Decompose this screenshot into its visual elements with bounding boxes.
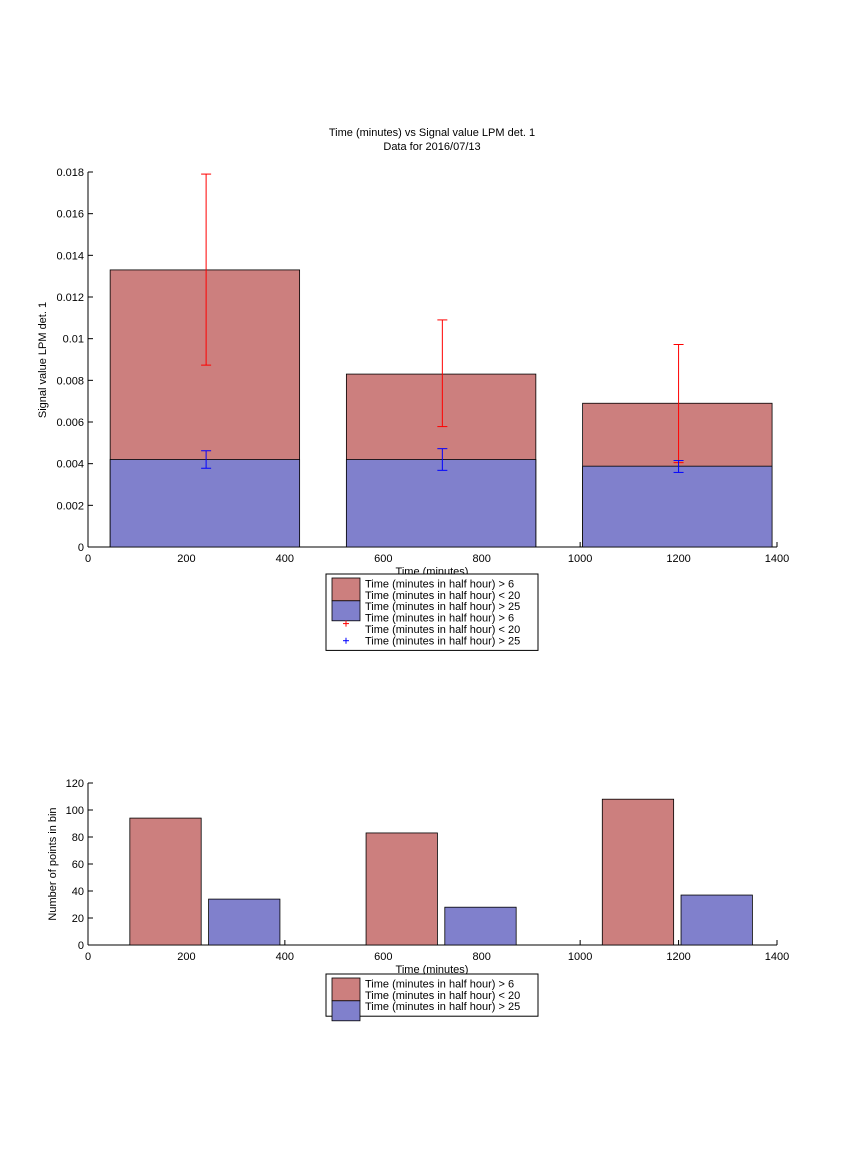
x-tick-label: 800 [473, 951, 491, 963]
legend-label: Time (minutes in half hour) > 6 [365, 978, 514, 990]
bar-blue [582, 465, 773, 548]
bottom-y-axis-label: Number of points in bin [47, 807, 59, 920]
legend-label: Time (minutes in half hour) > 6 [365, 578, 514, 590]
x-tick-label: 1400 [765, 553, 789, 565]
count-bar-red [601, 798, 675, 946]
legend-label: Time (minutes in half hour) < 20 [365, 624, 520, 636]
y-tick-label: 0 [78, 940, 84, 952]
y-tick-label: 0.012 [56, 292, 84, 304]
x-tick-label: 0 [85, 553, 91, 565]
x-tick-label: 1000 [568, 951, 592, 963]
y-tick-label: 20 [72, 913, 84, 925]
legend-label: Time (minutes in half hour) < 20 [365, 590, 520, 602]
y-tick-label: 0 [78, 542, 84, 554]
legend-blue-swatch [331, 1000, 361, 1022]
legend-label: Time (minutes in half hour) > 25 [365, 601, 520, 613]
chart-subtitle: Data for 2016/07/13 [383, 141, 480, 153]
x-tick-label: 1200 [666, 951, 690, 963]
x-tick-label: 200 [177, 951, 195, 963]
x-tick-label: 0 [85, 951, 91, 963]
top-plot: 0 200 400 600 800 1000 1200 1400 0 0.002 0.004 0.00… [56, 167, 789, 651]
y-tick-label: 60 [72, 859, 84, 871]
legend-label: Time (minutes in half hour) < 20 [365, 990, 520, 1002]
x-tick-label: 600 [374, 553, 392, 565]
count-bar-blue [444, 906, 517, 946]
legend-blue-swatch [331, 600, 361, 622]
x-tick-label: 1200 [666, 553, 690, 565]
bottom-plot: 0 200 400 600 800 1000 1200 1400 0 20 40 60 80 100 120… [66, 778, 789, 1022]
y-tick-label: 0.006 [56, 417, 84, 429]
bar-blue [345, 459, 537, 548]
y-tick-label: 40 [72, 886, 84, 898]
legend-red-swatch [331, 977, 361, 1002]
y-tick-label: 0.002 [56, 500, 84, 512]
y-tick-label: 120 [66, 778, 84, 790]
y-tick-label: 0.014 [56, 250, 84, 262]
count-bar-red [129, 817, 202, 946]
legend-label: Time (minutes in half hour) > 25 [365, 635, 520, 647]
y-tick-label: 0.004 [56, 459, 84, 471]
count-bar-blue [208, 898, 281, 946]
x-tick-label: 400 [276, 951, 294, 963]
top-y-axis-label: Signal value LPM det. 1 [37, 302, 49, 418]
y-tick-label: 0.016 [56, 209, 84, 221]
bottom-x-axis-label: Time (minutes) [396, 964, 469, 976]
x-tick-label: 1400 [765, 951, 789, 963]
x-tick-label: 400 [276, 553, 294, 565]
bar-blue [109, 459, 301, 548]
chart-title: Time (minutes) vs Signal value LPM det. … [329, 127, 535, 139]
legend-box [325, 973, 539, 1017]
x-tick-label: 800 [473, 553, 491, 565]
y-tick-label: 0.008 [56, 375, 84, 387]
legend-label: Time (minutes in half hour) > 25 [365, 1001, 520, 1013]
x-tick-label: 1000 [568, 553, 592, 565]
y-tick-label: 0.018 [56, 167, 84, 179]
y-tick-label: 80 [72, 832, 84, 844]
y-tick-label: 0.01 [63, 334, 84, 346]
count-bar-blue [680, 894, 753, 946]
legend-red-swatch [331, 577, 361, 602]
legend-box [325, 573, 539, 651]
count-bar-red [365, 832, 438, 946]
legend-label: Time (minutes in half hour) > 6 [365, 613, 514, 625]
x-tick-label: 600 [374, 951, 392, 963]
y-tick-label: 100 [66, 805, 84, 817]
x-tick-label: 200 [177, 553, 195, 565]
